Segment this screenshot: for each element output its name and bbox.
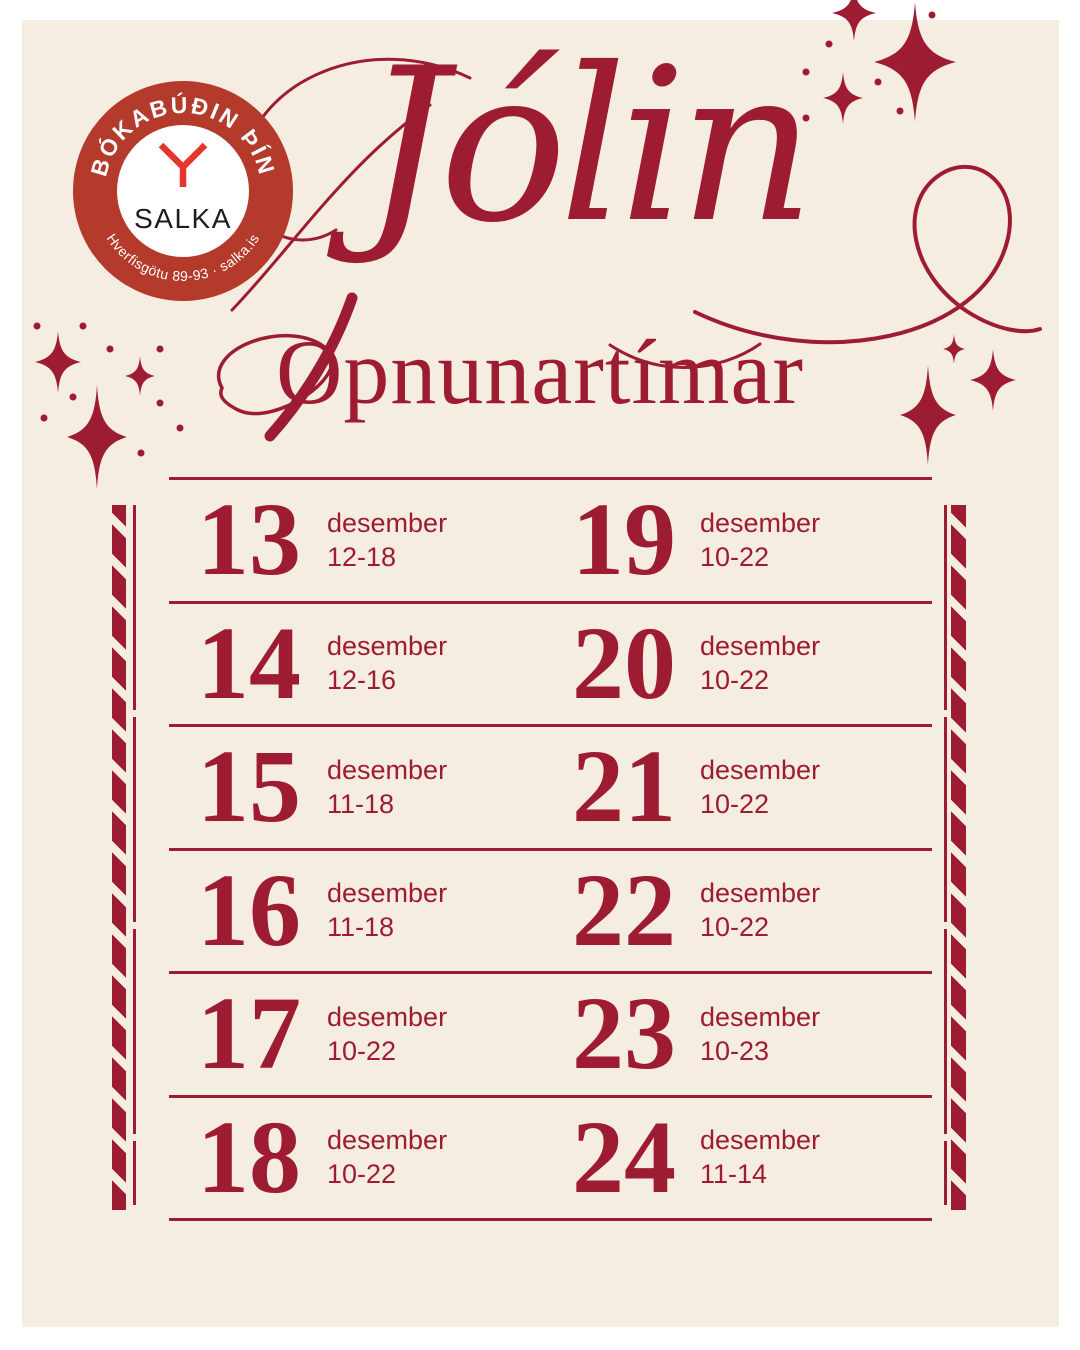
day-number: 20 [572, 605, 676, 721]
schedule-cell-right: 22 desember 10-22 [552, 852, 932, 968]
hours-info: desember 10-23 [700, 1002, 820, 1067]
hours-info: desember 10-22 [700, 755, 820, 820]
salka-logo: BÓKABÚÐIN ÞÍN Hverfisgötu 89-93 · salka.… [73, 81, 293, 301]
hours-info: desember 12-16 [327, 631, 447, 696]
month-label: desember [700, 878, 821, 909]
day-number: 14 [197, 605, 301, 721]
candy-stripe-left [112, 505, 126, 1210]
month-label: desember [327, 631, 448, 662]
candy-line-right [944, 505, 947, 1205]
month-label: desember [700, 754, 821, 785]
logo-brand: SALKA [134, 203, 232, 234]
day-number: 15 [197, 729, 301, 845]
hours-label: 10-22 [700, 541, 770, 572]
schedule-cell-right: 19 desember 10-22 [552, 488, 932, 592]
day-number: 23 [572, 976, 676, 1092]
schedule-cell-left: 14 desember 12-16 [169, 605, 552, 721]
schedule-cell-left: 17 desember 10-22 [169, 982, 552, 1086]
y-branch-icon [158, 142, 208, 187]
schedule-cell-left: 16 desember 11-18 [169, 852, 552, 968]
schedule-cell-left: 15 desember 11-18 [169, 735, 552, 839]
hours-label: 11-18 [327, 788, 395, 819]
month-label: desember [327, 878, 448, 909]
hours-label: 12-16 [327, 665, 397, 696]
month-label: desember [700, 1001, 821, 1032]
schedule-cell-right: 20 desember 10-22 [552, 605, 932, 721]
hours-label: 10-23 [700, 1035, 770, 1066]
month-label: desember [327, 754, 448, 785]
day-number: 16 [197, 852, 301, 968]
day-number: 17 [197, 976, 301, 1092]
hours-label: 10-22 [700, 665, 770, 696]
hours-label: 11-14 [700, 1159, 768, 1190]
schedule-row: 15 desember 11-18 21 desember 10-22 [169, 724, 932, 848]
hours-info: desember 11-18 [327, 755, 447, 820]
hours-label: 10-22 [327, 1035, 397, 1066]
schedule-row: 14 desember 12-16 20 desember 10-22 [169, 600, 932, 725]
logo-inner-circle [117, 125, 249, 257]
month-label: desember [700, 631, 821, 662]
hours-label: 12-18 [327, 541, 397, 572]
month-label: desember [327, 507, 448, 538]
schedule-table: 13 desember 12-18 19 desember 10-22 14 d… [169, 477, 932, 1221]
day-number: 21 [572, 729, 676, 845]
hours-label: 10-22 [327, 1159, 397, 1190]
hours-label: 10-22 [700, 788, 770, 819]
hours-info: desember 12-18 [327, 508, 447, 573]
hours-label: 11-18 [327, 912, 395, 943]
day-number: 19 [572, 482, 676, 598]
subtitle: Opnunartímar [275, 321, 805, 423]
schedule-row: 13 desember 12-18 19 desember 10-22 [169, 477, 932, 601]
month-label: desember [700, 1125, 821, 1156]
schedule-cell-right: 21 desember 10-22 [552, 735, 932, 839]
hours-label: 10-22 [700, 912, 770, 943]
hours-info: desember 10-22 [327, 1125, 447, 1190]
hours-info: desember 10-22 [700, 631, 820, 696]
schedule-cell-right: 23 desember 10-23 [552, 982, 932, 1086]
schedule-cell-right: 24 desember 11-14 [552, 1099, 932, 1215]
hours-info: desember 11-18 [327, 878, 447, 943]
hours-info: desember 10-22 [700, 878, 820, 943]
schedule-row: 16 desember 11-18 22 desember 10-22 [169, 847, 932, 972]
schedule-cell-left: 13 desember 12-18 [169, 488, 552, 592]
day-number: 22 [572, 852, 676, 968]
candy-line-left [133, 505, 136, 1205]
candy-stripe-right [951, 505, 966, 1210]
day-number: 13 [197, 482, 301, 598]
day-number: 18 [197, 1099, 301, 1215]
month-label: desember [700, 507, 821, 538]
hours-info: desember 11-14 [700, 1125, 820, 1190]
script-title: Jólin [362, 22, 816, 269]
hours-info: desember 10-22 [327, 1002, 447, 1067]
schedule-cell-left: 18 desember 10-22 [169, 1099, 552, 1215]
day-number: 24 [572, 1099, 676, 1215]
month-label: desember [327, 1001, 448, 1032]
schedule-row: 18 desember 10-22 24 desember 11-14 [169, 1094, 932, 1219]
month-label: desember [327, 1125, 448, 1156]
schedule-row: 17 desember 10-22 23 desember 10-23 [169, 971, 932, 1095]
hours-info: desember 10-22 [700, 508, 820, 573]
